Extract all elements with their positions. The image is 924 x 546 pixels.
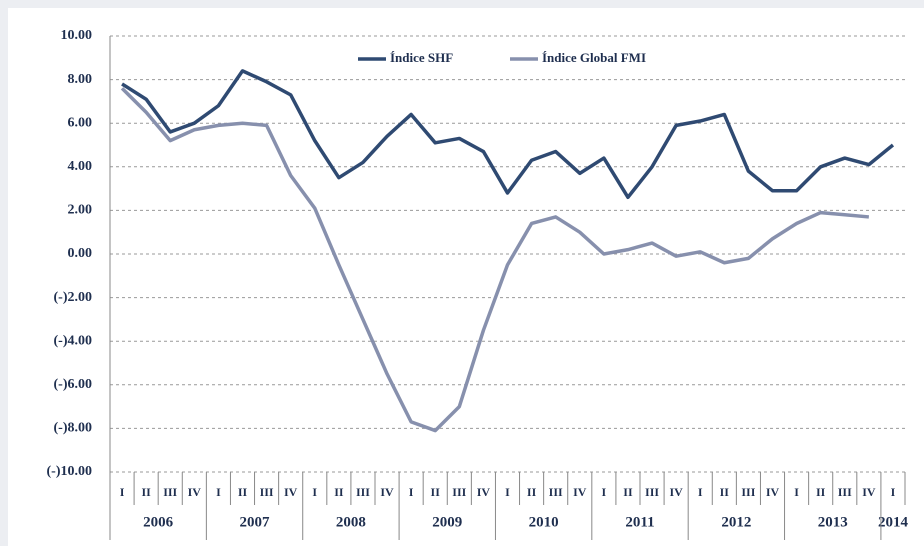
x-tick-label: I xyxy=(794,485,799,499)
year-label: 2008 xyxy=(336,514,366,530)
x-tick-label: II xyxy=(334,485,344,499)
x-tick-label: I xyxy=(698,485,703,499)
y-tick-label: 8.00 xyxy=(68,72,93,87)
y-tick-label: (-)10.00 xyxy=(47,464,93,479)
x-tick-label: I xyxy=(120,485,125,499)
year-label: 2014 xyxy=(878,514,909,530)
y-tick-label: 2.00 xyxy=(68,203,93,218)
y-tick-label: (-)8.00 xyxy=(54,421,93,436)
x-tick-label: III xyxy=(260,485,274,499)
x-tick-label: II xyxy=(431,485,441,499)
y-tick-label: 10.00 xyxy=(61,28,93,43)
x-tick-label: III xyxy=(356,485,370,499)
x-tick-label: I xyxy=(602,485,607,499)
series-line xyxy=(120,87,870,433)
x-tick-label: II xyxy=(527,485,537,499)
y-tick-label: 4.00 xyxy=(68,159,93,174)
x-tick-label: I xyxy=(891,485,896,499)
x-tick-label: III xyxy=(645,485,659,499)
x-tick-label: I xyxy=(312,485,317,499)
x-tick-label: II xyxy=(141,485,151,499)
x-tick-label: IV xyxy=(766,485,780,499)
x-tick-label: III xyxy=(549,485,563,499)
legend-label: Índice Global FMI xyxy=(542,50,646,65)
x-tick-label: IV xyxy=(573,485,587,499)
year-label: 2013 xyxy=(818,514,848,530)
x-tick-label: II xyxy=(816,485,826,499)
x-tick-label: I xyxy=(409,485,414,499)
x-tick-label: I xyxy=(505,485,510,499)
x-tick-label: II xyxy=(238,485,248,499)
y-tick-label: (-)2.00 xyxy=(54,290,93,305)
year-label: 2011 xyxy=(625,514,654,530)
x-tick-label: IV xyxy=(188,485,202,499)
panel xyxy=(8,8,924,546)
x-tick-label: I xyxy=(216,485,221,499)
x-tick-label: III xyxy=(163,485,177,499)
y-tick-label: 0.00 xyxy=(68,246,93,261)
x-tick-label: IV xyxy=(669,485,683,499)
y-tick-label: (-)6.00 xyxy=(54,377,93,392)
x-tick-label: III xyxy=(838,485,852,499)
x-tick-label: IV xyxy=(284,485,298,499)
x-tick-label: II xyxy=(623,485,633,499)
x-tick-label: III xyxy=(452,485,466,499)
y-tick-label: 6.00 xyxy=(68,115,93,130)
year-label: 2007 xyxy=(240,514,271,530)
x-tick-label: IV xyxy=(862,485,876,499)
y-tick-label: (-)4.00 xyxy=(54,333,93,348)
year-label: 2010 xyxy=(529,514,559,530)
x-tick-label: II xyxy=(720,485,730,499)
year-label: 2009 xyxy=(432,514,462,530)
x-tick-label: IV xyxy=(380,485,394,499)
series-line xyxy=(121,69,895,200)
x-tick-label: IV xyxy=(477,485,491,499)
year-label: 2012 xyxy=(721,514,751,530)
legend-label: Índice SHF xyxy=(390,50,453,65)
year-label: 2006 xyxy=(143,514,174,530)
x-tick-label: III xyxy=(741,485,755,499)
